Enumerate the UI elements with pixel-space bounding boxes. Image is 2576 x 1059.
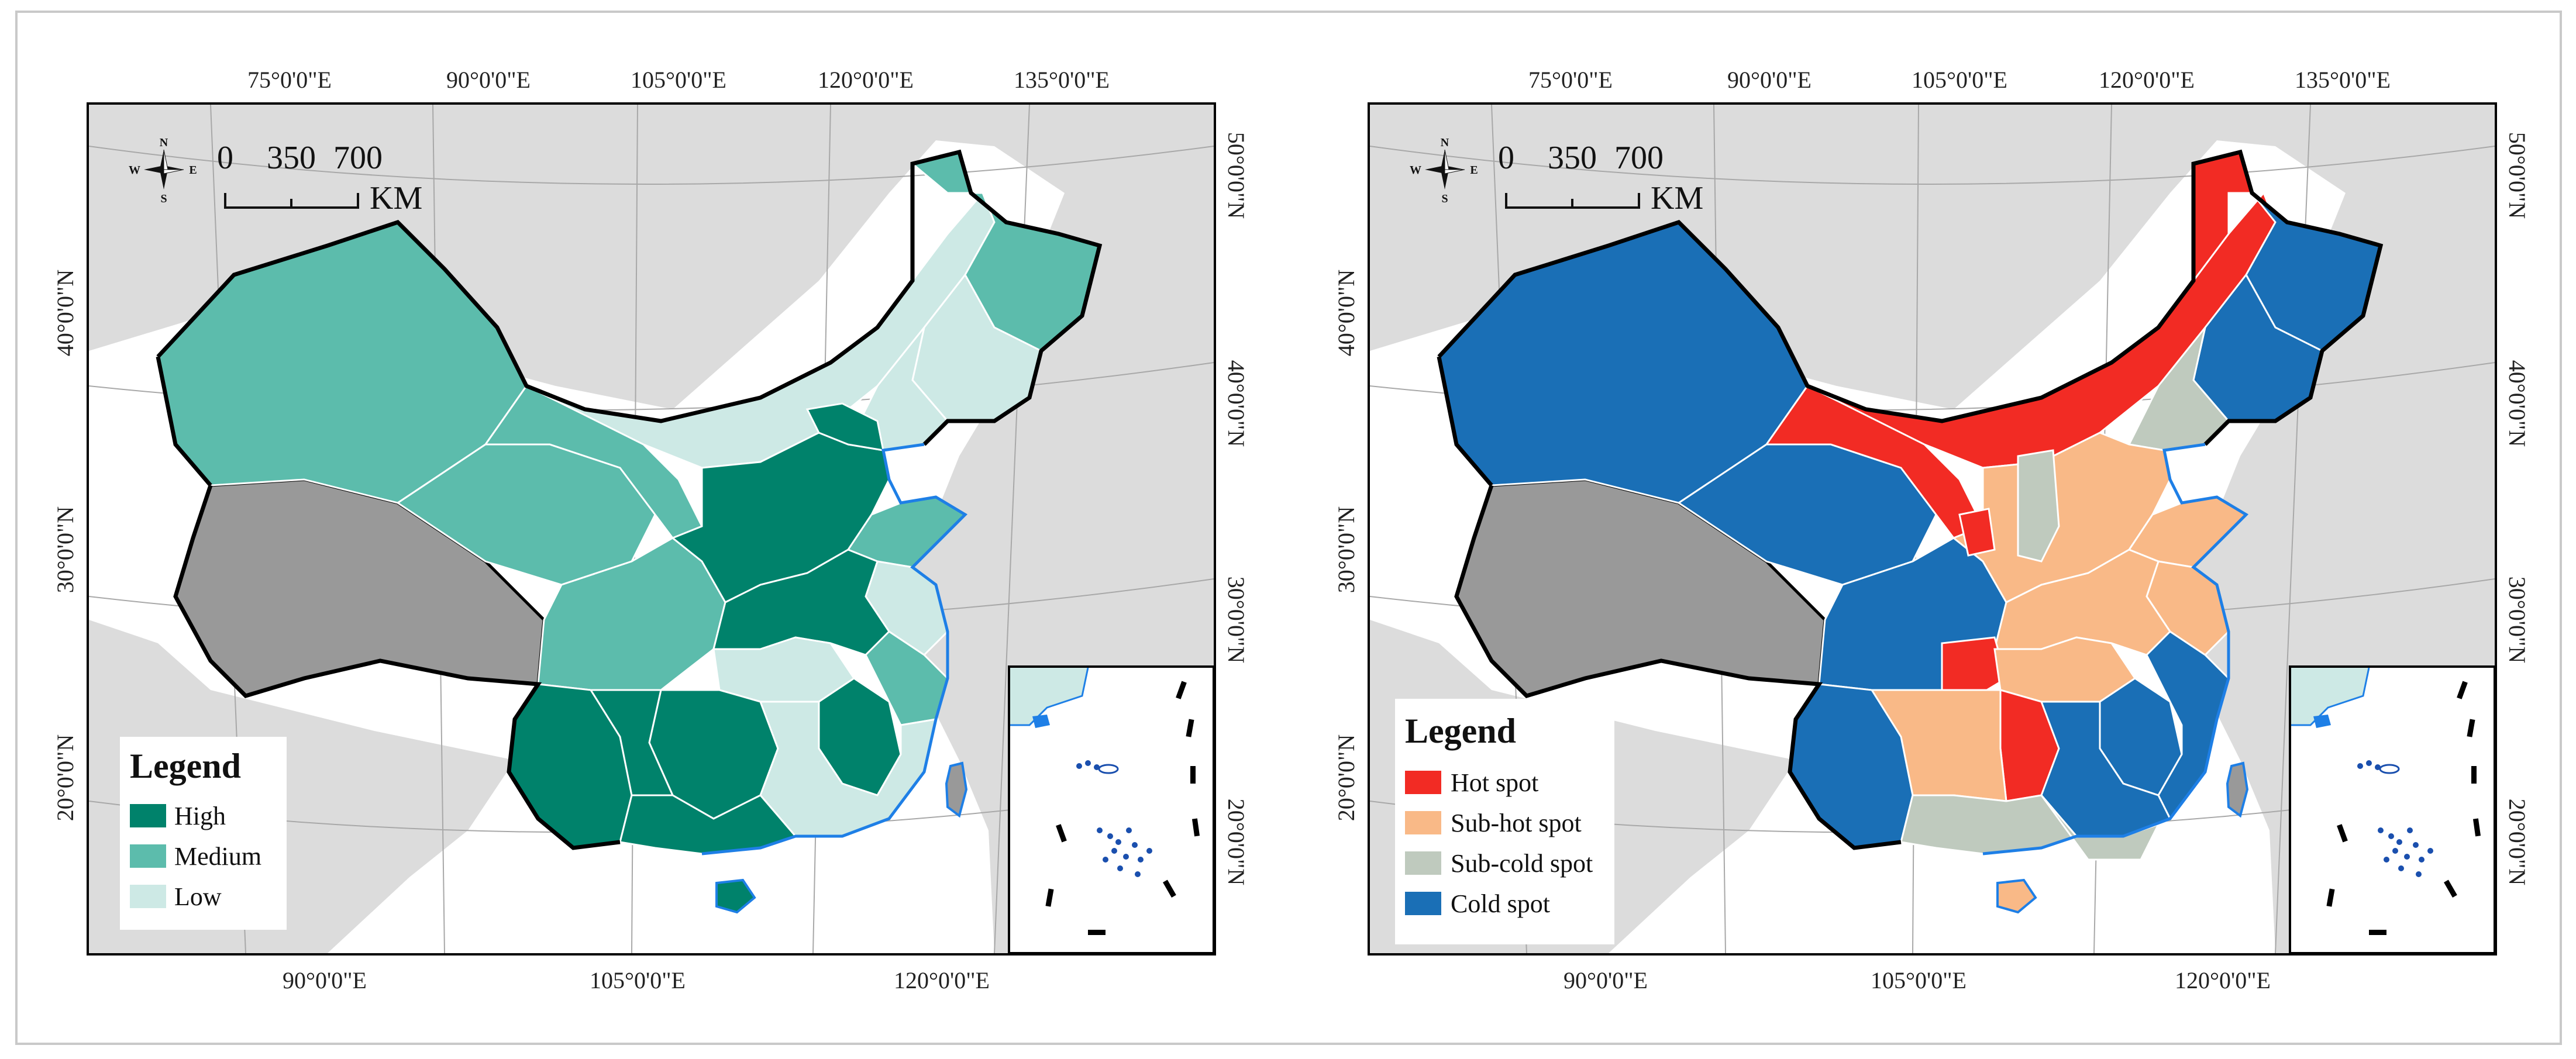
lon-label-bottom: 120°0'0"E	[894, 967, 990, 994]
lat-label-left: 30°0'0"N	[1333, 506, 1359, 593]
compass-n: N	[160, 136, 168, 149]
legend-label-high: High	[174, 802, 226, 830]
legend-label-hot-spot: Hot spot	[1451, 768, 1538, 797]
legend-label-low: Low	[174, 882, 222, 911]
lon-label-top: 120°0'0"E	[2099, 67, 2195, 93]
legend-label-sub-cold-spot: Sub-cold spot	[1451, 849, 1593, 878]
north-arrow-icon: N S E W	[129, 136, 197, 205]
compass-n: N	[1441, 136, 1449, 149]
scale-label-2: 700	[333, 140, 383, 176]
lat-label-left: 20°0'0"N	[52, 734, 78, 821]
compass-e: E	[1470, 164, 1478, 177]
north-arrow-icon: N S E W	[1410, 136, 1478, 205]
lat-label-left: 30°0'0"N	[52, 506, 78, 593]
legend-label-medium: Medium	[174, 842, 261, 871]
legend: Legend High Medium Low	[120, 737, 287, 930]
lon-label-bottom: 105°0'0"E	[590, 967, 686, 994]
lon-label-top: 135°0'0"E	[1014, 67, 1110, 93]
compass-e: E	[189, 164, 197, 177]
region-hot-spot	[1958, 508, 1996, 557]
national-border	[156, 149, 1103, 850]
lat-label-right: 50°0'0"N	[1223, 132, 1249, 219]
lat-label-left: 40°0'0"N	[1333, 270, 1359, 356]
inset-south-china-sea	[1008, 665, 1214, 953]
lon-label-top: 105°0'0"E	[1912, 67, 2007, 93]
scale-bar: 0 350 700 KM	[1498, 140, 1703, 216]
legend-title: Legend	[130, 747, 241, 785]
lat-label-right: 40°0'0"N	[1223, 360, 1249, 447]
region-high	[715, 878, 756, 914]
lat-label-right: 20°0'0"N	[2504, 799, 2530, 885]
scale-label-1: 350	[267, 140, 316, 176]
compass-s: S	[160, 192, 167, 205]
scale-unit: KM	[370, 180, 422, 216]
map-panel-left: N S E W 0 350 700 KM Legend High Medium …	[52, 67, 1249, 994]
scale-label-1: 350	[1548, 140, 1597, 176]
lat-label-right: 30°0'0"N	[1223, 577, 1249, 663]
lat-label-left: 40°0'0"N	[52, 270, 78, 356]
legend-swatch-medium	[130, 844, 166, 868]
legend-label-cold-spot: Cold spot	[1451, 889, 1550, 918]
lat-label-right: 30°0'0"N	[2504, 577, 2530, 663]
compass-s: S	[1441, 192, 1448, 205]
lat-label-right: 50°0'0"N	[2504, 132, 2530, 219]
lon-label-bottom: 90°0'0"E	[283, 967, 367, 994]
lon-label-top: 75°0'0"E	[247, 67, 332, 93]
legend-title: Legend	[1405, 712, 1516, 750]
lon-label-top: 135°0'0"E	[2295, 67, 2391, 93]
coastline	[701, 443, 968, 856]
lon-label-bottom: 120°0'0"E	[2175, 967, 2271, 994]
lon-label-top: 105°0'0"E	[631, 67, 726, 93]
scale-unit: KM	[1651, 180, 1703, 216]
region-sub-cold-spot	[2017, 449, 2060, 563]
compass-w: W	[129, 164, 140, 177]
map-panel-right: N S E W 0 350 700 KM Legend Hot spot Sub…	[1333, 67, 2530, 994]
region-no-data	[2226, 761, 2249, 818]
legend-swatch-sub-hot-spot	[1405, 811, 1441, 834]
region-no-data	[945, 761, 968, 818]
lat-label-right: 20°0'0"N	[1223, 799, 1249, 885]
scale-label-0: 0	[1498, 140, 1514, 176]
region-sub-hot-spot	[1996, 878, 2037, 914]
scale-label-0: 0	[217, 140, 233, 176]
lon-label-top: 90°0'0"E	[1727, 67, 1812, 93]
scale-label-2: 700	[1614, 140, 1664, 176]
legend-swatch-hot-spot	[1405, 771, 1441, 794]
region-hot-spot	[1941, 636, 2007, 697]
lat-label-right: 40°0'0"N	[2504, 360, 2530, 447]
legend-swatch-high	[130, 804, 166, 827]
lon-label-bottom: 90°0'0"E	[1563, 967, 1648, 994]
compass-w: W	[1410, 164, 1421, 177]
legend-swatch-sub-cold-spot	[1405, 851, 1441, 875]
inset-south-china-sea	[2289, 665, 2495, 953]
legend-swatch-low	[130, 885, 166, 908]
lon-label-top: 90°0'0"E	[446, 67, 531, 93]
legend: Legend Hot spot Sub-hot spot Sub-cold sp…	[1395, 699, 1614, 944]
lon-label-bottom: 105°0'0"E	[1871, 967, 1967, 994]
lon-label-top: 75°0'0"E	[1528, 67, 1613, 93]
legend-label-sub-hot-spot: Sub-hot spot	[1451, 809, 1582, 837]
lon-label-top: 120°0'0"E	[818, 67, 914, 93]
lat-label-left: 20°0'0"N	[1333, 734, 1359, 821]
scale-bar: 0 350 700 KM	[217, 140, 422, 216]
legend-swatch-cold-spot	[1405, 892, 1441, 915]
